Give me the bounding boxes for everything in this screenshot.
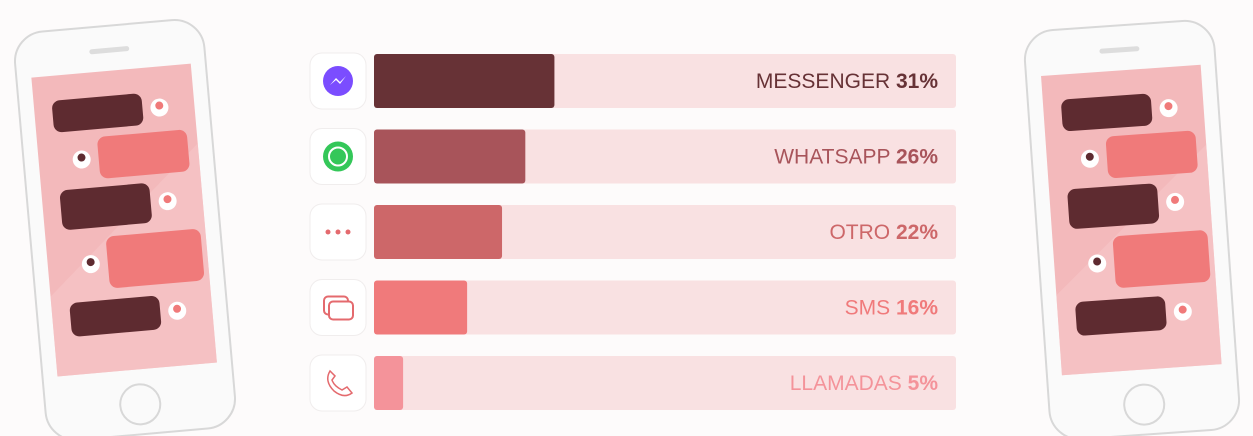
dots-icon xyxy=(346,230,351,235)
bar-label: SMS 16% xyxy=(845,296,939,319)
whatsapp-icon xyxy=(323,142,353,172)
bar-label: OTRO 22% xyxy=(829,221,938,244)
phone-illustration xyxy=(1023,19,1241,436)
phone-illustration xyxy=(12,18,237,436)
value-label: 22% xyxy=(896,221,938,244)
bar xyxy=(374,281,467,335)
category-label: WHATSAPP xyxy=(774,145,890,168)
sms-icon xyxy=(329,302,353,320)
value-label: 26% xyxy=(896,145,938,168)
bar xyxy=(374,54,554,108)
bar xyxy=(374,205,502,259)
dots-icon xyxy=(326,230,331,235)
dots-icon xyxy=(336,230,341,235)
category-label: MESSENGER xyxy=(756,70,890,93)
bar-label: MESSENGER 31% xyxy=(756,70,938,93)
bar-label: LLAMADAS 5% xyxy=(790,372,939,395)
icons xyxy=(310,53,366,411)
category-label: SMS xyxy=(845,296,891,319)
bar xyxy=(374,130,525,184)
infographic: MESSENGER 31% WHATSAPP 26% OTRO 22% SMS 16%… xyxy=(0,0,1253,436)
bar-label: WHATSAPP 26% xyxy=(774,145,938,168)
category-label: OTRO xyxy=(829,221,890,244)
bar xyxy=(374,356,403,410)
value-label: 5% xyxy=(908,372,939,395)
category-label: LLAMADAS xyxy=(790,372,902,395)
page: MESSENGER 31% WHATSAPP 26% OTRO 22% SMS 16%… xyxy=(0,0,1253,436)
value-label: 31% xyxy=(896,70,938,93)
icon-tile xyxy=(310,355,366,411)
value-label: 16% xyxy=(896,296,938,319)
bars: MESSENGER 31% WHATSAPP 26% OTRO 22% SMS 16%… xyxy=(374,54,956,410)
